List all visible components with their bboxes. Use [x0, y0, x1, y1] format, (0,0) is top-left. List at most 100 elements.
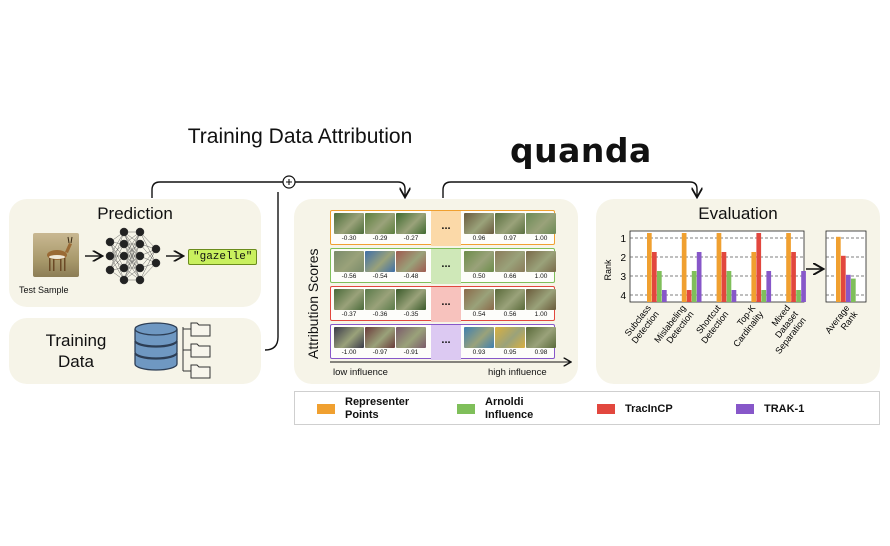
predicted-label: "gazelle" [188, 249, 258, 265]
bar [647, 233, 652, 302]
legend-label-trak: TRAK-1 [764, 403, 805, 415]
training-sample-image [526, 289, 556, 310]
x-category-label: ShortcutDetection [691, 303, 730, 346]
bar [846, 274, 851, 302]
legend-label-representer: Representer Points [345, 396, 410, 421]
training-sample-image [334, 327, 364, 348]
neural-network-icon [105, 227, 161, 285]
legend-label-arnoldi: Arnoldi Influence [485, 396, 534, 421]
bar [652, 252, 657, 302]
folder-tree-icon [182, 322, 211, 379]
training-data-panel: Training Data [9, 318, 261, 384]
attribution-row: -0.37 -0.36 -0.35 0.54 0.56 1.00... [330, 286, 556, 322]
database-icon [134, 322, 178, 371]
bar [786, 233, 791, 302]
x-category-label: Top-KCardinality [723, 303, 765, 349]
legend-swatch-trak [736, 404, 754, 414]
attribution-score: 0.98 [534, 349, 548, 356]
attribution-score: 0.95 [503, 349, 517, 356]
bar [801, 271, 806, 302]
attribution-score: -0.30 [341, 235, 357, 242]
training-sample-image [495, 289, 525, 310]
y-tick-label: 2 [620, 253, 626, 264]
legend-swatch-tracincp [597, 404, 615, 414]
attribution-score: 0.54 [472, 311, 486, 318]
attribution-score: 1.00 [534, 273, 548, 280]
training-sample-image [526, 213, 556, 234]
attribution-score: -1.00 [341, 349, 357, 356]
bar [851, 278, 856, 302]
y-tick-label: 1 [620, 234, 626, 245]
attribution-row: -0.30 -0.29 -0.27 0.96 0.97 1.00... [330, 210, 556, 246]
training-sample-image [365, 213, 395, 234]
attribution-score: -0.36 [372, 311, 388, 318]
evaluation-title: Evaluation [698, 204, 778, 223]
bar [716, 233, 722, 302]
x-category-label: AverageRank [823, 303, 860, 342]
attribution-score: -0.29 [372, 235, 388, 242]
x-category-label: MislabelingDetection [652, 303, 695, 351]
bar [796, 290, 801, 302]
attribution-grid: -0.30 -0.29 -0.27 0.96 0.97 1.00... -0.56 -0.54… [330, 210, 556, 360]
test-sample-caption: Test Sample [19, 285, 69, 295]
training-sample-image [464, 327, 494, 348]
attribution-score: -0.97 [372, 349, 388, 356]
attribution-score: 0.56 [503, 311, 517, 318]
attribution-score: -0.37 [341, 311, 357, 318]
attribution-row: -1.00 -0.97 -0.91 0.93 0.95 0.98... [330, 324, 556, 360]
bar [841, 255, 846, 302]
training-sample-image [396, 289, 426, 310]
bar [657, 271, 662, 302]
bar [836, 236, 841, 302]
bar [726, 271, 732, 302]
attribution-score: -0.54 [372, 273, 388, 280]
test-sample-image [33, 233, 79, 277]
attribution-score: 0.97 [503, 235, 517, 242]
prediction-title: Prediction [97, 204, 173, 223]
training-sample-image [464, 213, 494, 234]
training-data-attribution-title: Training Data Attribution [187, 125, 413, 148]
y-tick-label: 3 [620, 272, 626, 283]
bar [721, 252, 727, 302]
training-data-title: Training Data [45, 331, 107, 371]
bar [696, 252, 702, 302]
training-sample-image [495, 327, 525, 348]
attribution-score: -0.35 [403, 311, 419, 318]
attribution-score: 0.93 [472, 349, 486, 356]
legend-label-tracincp: TracInCP [625, 403, 673, 415]
training-sample-image [495, 213, 525, 234]
training-sample-image [495, 251, 525, 272]
training-sample-image [526, 327, 556, 348]
ellipsis-cell: ... [431, 211, 461, 246]
low-influence-label: low influence [333, 367, 388, 378]
bar [686, 290, 692, 302]
quanda-logo: quanda [510, 131, 652, 170]
attribution-score: 0.66 [503, 273, 517, 280]
attribution-score: 0.50 [472, 273, 486, 280]
training-sample-image [365, 289, 395, 310]
training-sample-image [396, 251, 426, 272]
attribution-row: -0.56 -0.54 -0.48 0.50 0.66 1.00... [330, 248, 556, 284]
bar [662, 290, 667, 302]
ellipsis-cell: ... [431, 249, 461, 284]
training-sample-image [396, 327, 426, 348]
bar [691, 271, 697, 302]
attribution-score: 0.96 [472, 235, 486, 242]
bar [681, 233, 687, 302]
ellipsis-cell: ... [431, 325, 461, 360]
attribution-score: -0.27 [403, 235, 419, 242]
x-category-label: MixedDatasetSeparation [757, 303, 808, 356]
attribution-score: 1.00 [534, 311, 548, 318]
bar [791, 252, 796, 302]
y-tick-label: 4 [620, 291, 626, 302]
training-sample-image [464, 251, 494, 272]
training-sample-image [334, 213, 364, 234]
attribution-score: -0.91 [403, 349, 419, 356]
bar [766, 271, 772, 302]
training-sample-image [526, 251, 556, 272]
training-sample-image [334, 289, 364, 310]
bar [731, 290, 737, 302]
bar [751, 252, 757, 302]
